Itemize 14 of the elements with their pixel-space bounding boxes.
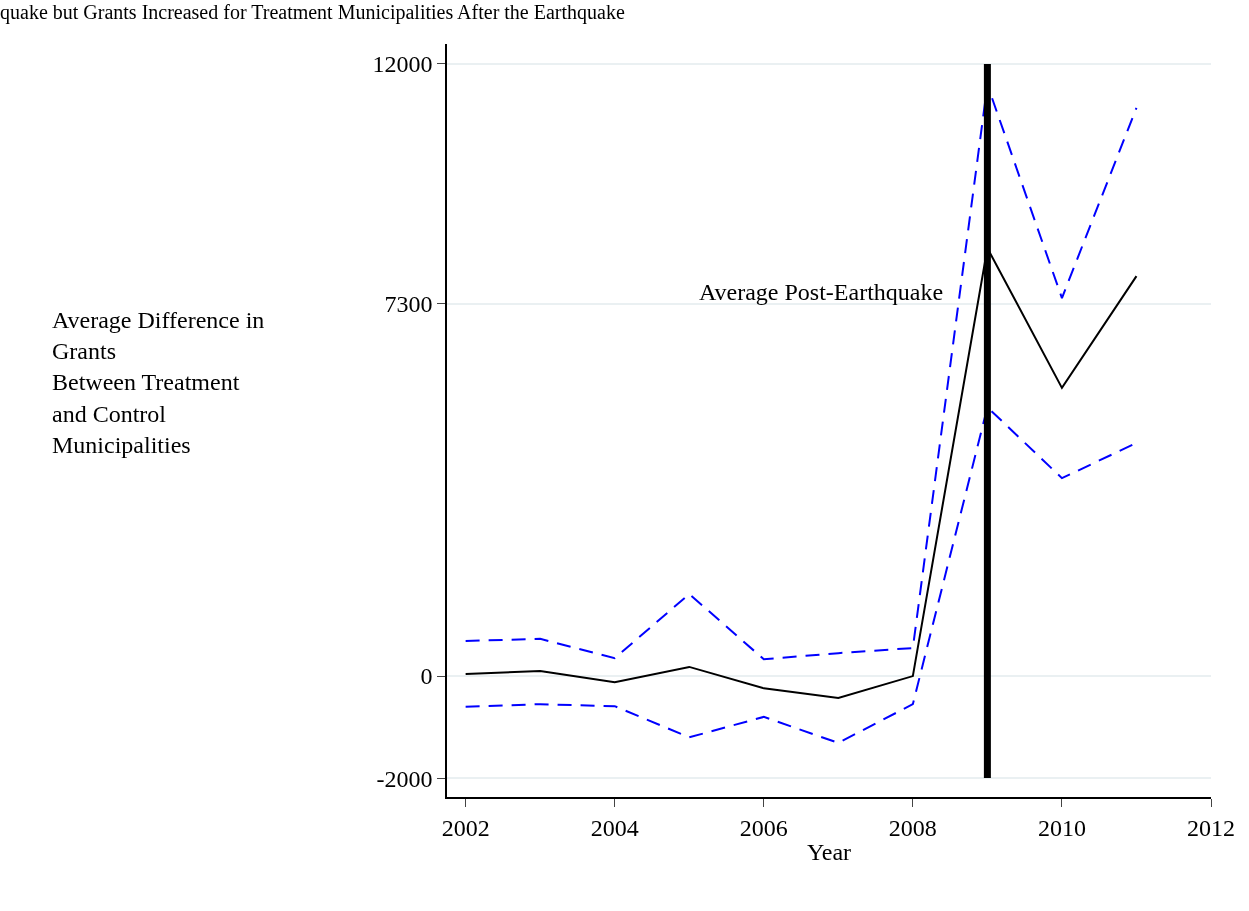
x-axis-title: Year (806, 839, 852, 866)
y-tick-label: 12000 (372, 51, 433, 78)
x-tick-label: 2012 (1187, 814, 1235, 841)
x-tick-label: 2006 (739, 814, 788, 841)
y-axis-title: Average Difference in Grants Between Treatment and Control Municipalities (52, 307, 265, 458)
x-tick-label: 2010 (1037, 814, 1086, 841)
x-tick-label: 2004 (590, 814, 639, 841)
y-tick-label: 7300 (384, 291, 433, 318)
x-tick-label: 2002 (441, 814, 490, 841)
x-tick-label: 2008 (888, 814, 937, 841)
chart-title: quake but Grants Increased for Treatment Municipalities After the Earthquake (0, 0, 625, 24)
y-tick-label: -2000 (376, 765, 433, 792)
y-tick-label: 0 (420, 663, 433, 690)
ref-line-label: Average Post-Earthquake (699, 279, 944, 305)
